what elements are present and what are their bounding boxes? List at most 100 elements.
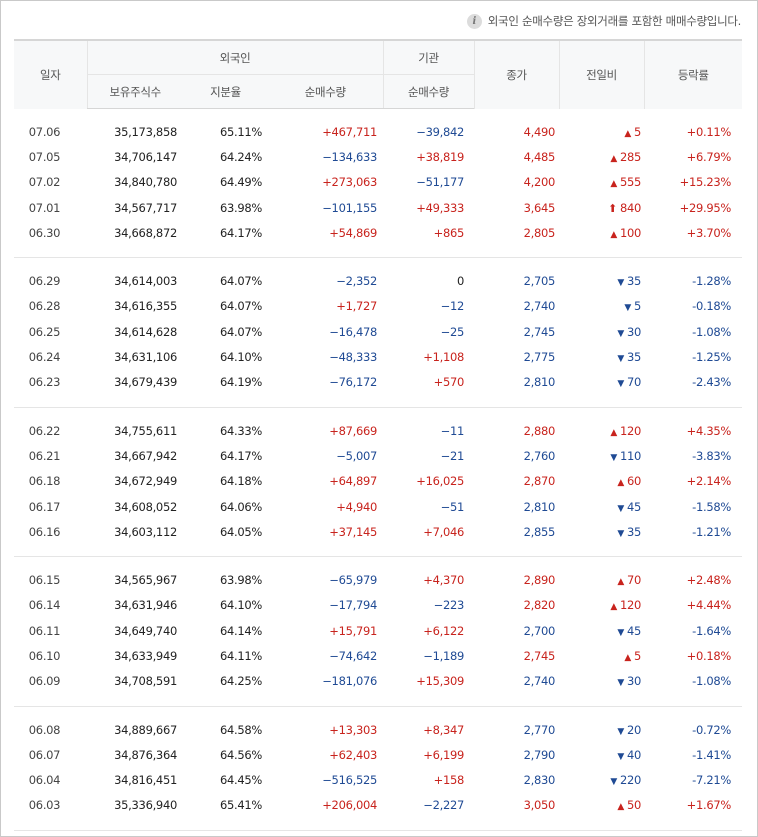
foreign-net-cell: +273,063 xyxy=(322,175,378,190)
change-value: 30 xyxy=(626,324,642,339)
table-row: 07.06 35,173,858 65.11% +467,711 −39,842 4,49… xyxy=(14,119,742,144)
rate-cell: -1.41% xyxy=(692,747,732,762)
change-value: 40 xyxy=(626,747,642,762)
date-cell: 06.24 xyxy=(28,350,61,365)
change-value: 120 xyxy=(619,423,642,438)
inst-net-cell: +49,333 xyxy=(416,200,465,215)
ratio-cell: 64.25% xyxy=(219,674,262,689)
holdings-cell: 34,633,949 xyxy=(114,648,177,663)
inst-net-cell: −39,842 xyxy=(416,124,465,139)
close-cell: 2,880 xyxy=(523,423,556,438)
close-cell: 2,705 xyxy=(523,274,556,289)
down-triangle-icon: ▼ xyxy=(617,328,624,339)
change-cell: ▼ 70 xyxy=(559,370,644,395)
inst-net-cell: −223 xyxy=(433,598,465,613)
close-cell: 2,740 xyxy=(523,299,556,314)
foreign-net-cell: −76,172 xyxy=(329,375,378,390)
close-cell: 2,855 xyxy=(523,524,556,539)
holdings-cell: 34,840,780 xyxy=(114,175,177,190)
inst-net-cell: +16,025 xyxy=(416,474,465,489)
table-row: 06.03 35,336,940 65.41% +206,004 −2,227 3,050… xyxy=(14,793,742,818)
table-row: 06.04 34,816,451 64.45% −516,525 +158 2,830 ▼ 2… xyxy=(14,768,742,793)
date-cell: 06.03 xyxy=(28,798,61,813)
change-value: 100 xyxy=(619,225,642,240)
change-value: 5 xyxy=(633,299,642,314)
ratio-cell: 64.11% xyxy=(219,648,262,663)
date-cell: 06.29 xyxy=(28,274,61,289)
col-close: 종가 xyxy=(473,39,560,109)
close-cell: 2,830 xyxy=(523,773,556,788)
change-value: 60 xyxy=(626,474,642,489)
change-cell: ▲ 50 xyxy=(559,793,644,818)
inst-net-cell: +1,108 xyxy=(423,350,465,365)
date-cell: 06.07 xyxy=(28,747,61,762)
date-cell: 06.14 xyxy=(28,598,61,613)
change-cell: ▼ 35 xyxy=(559,519,644,544)
rate-cell: -1.64% xyxy=(692,623,732,638)
down-triangle-icon: ▼ xyxy=(617,354,624,365)
close-cell: 2,810 xyxy=(523,499,556,514)
holdings-cell: 34,649,740 xyxy=(114,623,177,638)
change-value: 555 xyxy=(619,175,642,190)
ratio-cell: 64.45% xyxy=(219,773,262,788)
change-cell: ▲ 120 xyxy=(559,593,644,618)
foreign-net-cell: +13,303 xyxy=(329,722,378,737)
date-cell: 06.15 xyxy=(28,573,61,588)
change-cell: ▲ 555 xyxy=(559,170,644,195)
holdings-cell: 35,336,940 xyxy=(114,798,177,813)
change-cell: ▼ 45 xyxy=(559,618,644,643)
col-rate: 등락률 xyxy=(643,39,743,109)
holdings-cell: 34,755,611 xyxy=(114,423,177,438)
table-body: 07.06 35,173,858 65.11% +467,711 −39,842 4,49… xyxy=(14,109,743,832)
date-cell: 06.18 xyxy=(28,474,61,489)
rate-cell: +15.23% xyxy=(679,175,732,190)
holdings-cell: 34,889,667 xyxy=(114,722,177,737)
table-row: 06.25 34,614,628 64.07% −16,478 −25 2,745 ▼ 30-… xyxy=(14,319,742,344)
col-inst-net: 순매수량 xyxy=(382,74,475,109)
inst-net-cell: −25 xyxy=(440,324,465,339)
trading-table: 일자 외국인 기관 종가 전일비 등락률 보유주식수 지분율 순매수량 순매수량… xyxy=(14,39,743,832)
col-date: 일자 xyxy=(14,39,87,109)
ratio-cell: 64.56% xyxy=(219,747,262,762)
change-value: 45 xyxy=(626,623,642,638)
col-institution: 기관 xyxy=(382,39,475,75)
ratio-cell: 64.07% xyxy=(219,299,262,314)
down-triangle-icon: ▼ xyxy=(610,777,617,788)
change-value: 35 xyxy=(626,350,642,365)
date-cell: 06.21 xyxy=(28,448,61,463)
date-cell: 06.04 xyxy=(28,773,61,788)
table-row: 06.10 34,633,949 64.11% −74,642 −1,189 2,745 ▲… xyxy=(14,643,742,668)
down-triangle-icon: ▼ xyxy=(617,528,624,539)
holdings-cell: 35,173,858 xyxy=(114,124,177,139)
up-triangle-icon: ▲ xyxy=(624,128,631,139)
foreign-net-cell: +4,940 xyxy=(336,499,378,514)
foreign-net-cell: −181,076 xyxy=(322,674,378,689)
close-cell: 2,870 xyxy=(523,474,556,489)
change-cell: ▼ 40 xyxy=(559,742,644,767)
ratio-cell: 64.10% xyxy=(219,350,262,365)
date-cell: 06.11 xyxy=(28,623,61,638)
inst-net-cell: +7,046 xyxy=(423,524,465,539)
rate-cell: +1.67% xyxy=(686,798,732,813)
close-cell: 4,200 xyxy=(523,175,556,190)
holdings-cell: 34,679,439 xyxy=(114,375,177,390)
down-triangle-icon: ▼ xyxy=(617,278,624,289)
date-cell: 07.02 xyxy=(28,175,61,190)
foreign-net-cell: +467,711 xyxy=(322,124,378,139)
change-cell: ▲ 60 xyxy=(559,469,644,494)
close-cell: 3,645 xyxy=(523,200,556,215)
close-cell: 2,760 xyxy=(523,448,556,463)
foreign-net-cell: −5,007 xyxy=(336,448,378,463)
change-value: 285 xyxy=(619,149,642,164)
table-row: 06.23 34,679,439 64.19% −76,172 +570 2,810 ▼ 70… xyxy=(14,370,742,395)
down-triangle-icon: ▼ xyxy=(617,726,624,737)
foreign-net-cell: +62,403 xyxy=(329,747,378,762)
inst-net-cell: +865 xyxy=(433,225,465,240)
up-triangle-icon: ▲ xyxy=(610,153,617,164)
ratio-cell: 64.05% xyxy=(219,524,262,539)
table-row: 06.29 34,614,003 64.07% −2,352 0 2,705 ▼ 35 -1.2… xyxy=(14,268,742,293)
rate-cell: -1.08% xyxy=(692,324,732,339)
inst-net-cell: −51 xyxy=(440,499,465,514)
table-row: 06.28 34,616,355 64.07% +1,727 −12 2,740 ▼ 5 -0.… xyxy=(14,294,742,319)
foreign-net-cell: +37,145 xyxy=(329,524,378,539)
